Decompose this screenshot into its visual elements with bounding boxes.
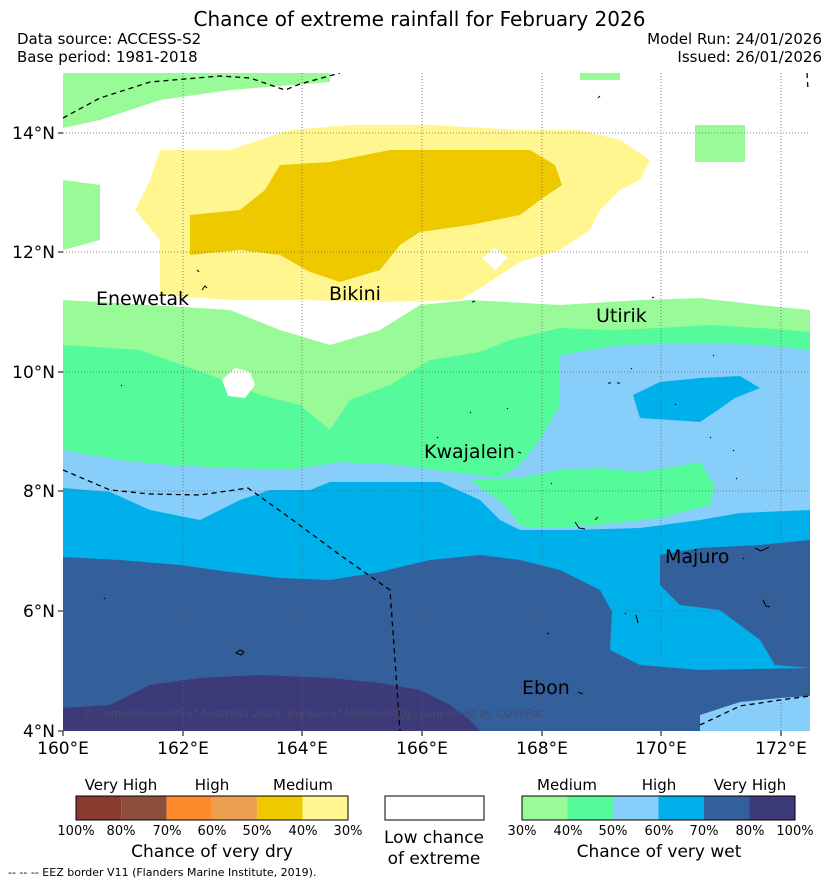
dry-swatch-2 <box>121 796 167 820</box>
wet-swatch-5 <box>704 796 750 820</box>
issued-date: Issued: 26/01/2026 <box>677 48 822 66</box>
wet-heading-high: High <box>642 776 676 794</box>
lat-label-6n: 6°N <box>23 602 55 622</box>
wet-swatch-2 <box>567 796 613 820</box>
map-title: Chance of extreme rainfall for February … <box>193 7 646 31</box>
place-kwajalein: Kwajalein <box>424 441 515 463</box>
eez-border <box>63 73 810 731</box>
dry-tick-100: 100% <box>57 824 94 839</box>
dry-swatch-1 <box>76 796 122 820</box>
dry-swatch-4 <box>211 796 258 820</box>
eez-footnote: -- -- -- EEZ border V11 (Flanders Marine… <box>8 866 317 879</box>
wet-swatch-4 <box>658 796 704 820</box>
lat-label-14n: 14°N <box>12 124 55 144</box>
model-run: Model Run: 24/01/2026 <box>647 30 822 48</box>
wet-swatch-1 <box>522 796 568 820</box>
neutral-label-line1: Low chance <box>384 828 484 848</box>
wet-tick-70: 70% <box>690 824 719 839</box>
lat-label-10n: 10°N <box>12 363 55 383</box>
place-utirik: Utirik <box>596 305 647 327</box>
dry-tick-80: 80% <box>107 824 136 839</box>
dry-colorbar-title: Chance of very dry <box>131 842 293 862</box>
lat-label-4n: 4°N <box>23 722 55 742</box>
dry-tick-50: 50% <box>243 824 272 839</box>
dry-tick-60: 60% <box>198 824 227 839</box>
dry-swatch-5 <box>257 796 303 820</box>
wet-colorbar: Medium High Very High 30% 40% 50% 60% 70… <box>508 776 814 862</box>
copyright-notice: © Commonwealth of Australia 2026, Bureau… <box>82 707 545 720</box>
dry-tick-40: 40% <box>289 824 318 839</box>
wet-swatch-6 <box>749 796 795 820</box>
wet-tick-50: 50% <box>599 824 628 839</box>
wet-80-region <box>63 675 480 731</box>
dry-tick-30: 30% <box>334 824 363 839</box>
place-enewetak: Enewetak <box>96 288 189 310</box>
wet-heading-medium: Medium <box>537 776 597 794</box>
wet-medium-region-north <box>63 73 330 128</box>
dry-colorbar: Very High High Medium 100% 80% 70% 60% 5… <box>57 776 362 862</box>
lon-label-166e: 166°E <box>396 739 448 759</box>
data-source: Data source: ACCESS-S2 <box>17 30 202 48</box>
lon-label-172e: 172°E <box>755 739 807 759</box>
neutral-label-line2: of extreme <box>388 849 481 869</box>
axis-ticks <box>58 132 782 736</box>
wet-tick-80: 80% <box>736 824 765 839</box>
place-bikini: Bikini <box>329 283 381 305</box>
lon-label-162e: 162°E <box>157 739 209 759</box>
wet-tick-100: 100% <box>776 824 813 839</box>
dry-tick-70: 70% <box>153 824 182 839</box>
wet-swatch-3 <box>613 796 659 820</box>
neutral-swatch <box>384 795 485 821</box>
place-ebon: Ebon <box>522 677 570 699</box>
dry-swatch-3 <box>166 796 212 820</box>
dry-heading-high: High <box>195 776 229 794</box>
lon-label-160e: 160°E <box>37 739 89 759</box>
lat-label-12n: 12°N <box>12 243 55 263</box>
lon-label-170e: 170°E <box>635 739 687 759</box>
dry-swatch-6 <box>302 796 348 820</box>
lon-label-168e: 168°E <box>516 739 568 759</box>
base-period: Base period: 1981-2018 <box>17 48 198 66</box>
dry-heading-very-high: Very High <box>85 776 158 794</box>
neutral-legend: Low chance of extreme <box>384 795 485 869</box>
wet-tick-40: 40% <box>554 824 583 839</box>
place-majuro: Majuro <box>665 546 729 568</box>
wet-tick-30: 30% <box>508 824 537 839</box>
lon-label-164e: 164°E <box>276 739 328 759</box>
wet-tick-60: 60% <box>645 824 674 839</box>
dry-heading-medium: Medium <box>273 776 333 794</box>
dry-50-region <box>190 150 562 282</box>
islands <box>103 95 771 695</box>
wet-colorbar-title: Chance of very wet <box>577 842 742 862</box>
probability-fields <box>63 73 810 731</box>
lat-label-8n: 8°N <box>23 482 55 502</box>
wet-heading-very-high: Very High <box>714 776 787 794</box>
